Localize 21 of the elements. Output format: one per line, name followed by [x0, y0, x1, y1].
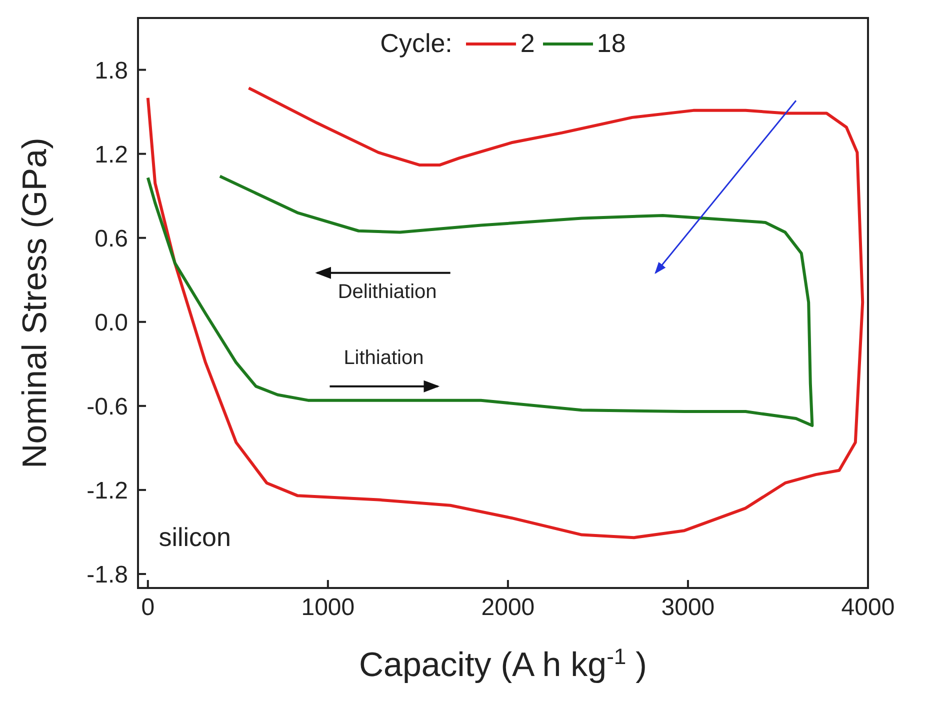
y-tick-label: -1.2	[86, 477, 128, 504]
x-tick-label: 3000	[661, 594, 715, 622]
x-tick-label: 1000	[301, 594, 355, 622]
y-tick-label: 1.2	[94, 141, 128, 168]
y-tick-label: -1.8	[86, 562, 128, 589]
x-tick-label: 4000	[841, 594, 895, 622]
legend-label: 2	[520, 28, 535, 59]
y-tick-label: 1.8	[94, 57, 128, 84]
annotation: Lithiation	[344, 346, 424, 369]
x-axis-title: Capacity (A h kg$^{-1}$)	[359, 644, 647, 684]
legend-label: 18	[596, 28, 626, 59]
legend-title: Cycle:	[380, 28, 452, 59]
x-tick-label: 2000	[481, 594, 535, 622]
x-tick-label: 0	[141, 594, 155, 622]
line-series	[146, 174, 814, 428]
annotation: silicon	[158, 522, 231, 552]
y-axis-title: Nominal Stress (GPa)	[16, 138, 54, 468]
y-tick-label: 0.0	[94, 309, 128, 336]
y-tick-label: 0.6	[94, 225, 128, 252]
annotation: Delithiation	[338, 281, 437, 304]
y-tick-label: -0.6	[86, 393, 128, 420]
